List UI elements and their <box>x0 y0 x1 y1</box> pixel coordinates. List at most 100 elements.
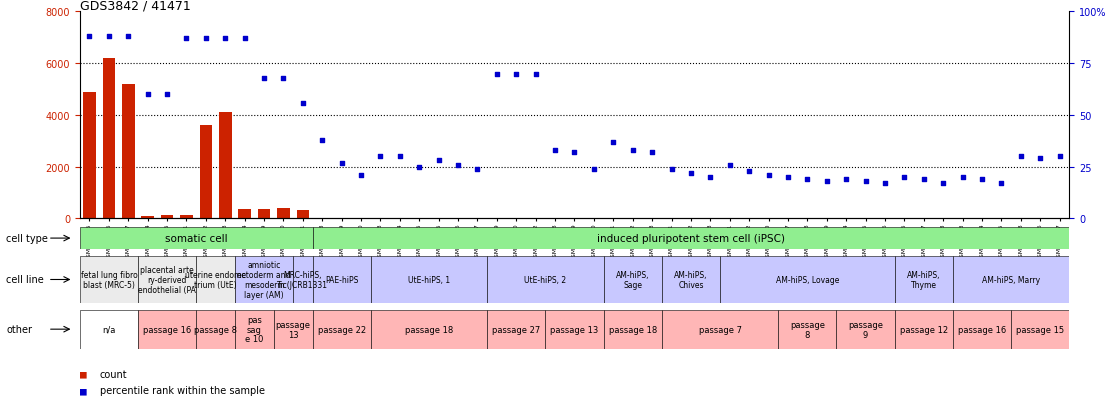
Point <box>100 34 117 40</box>
Bar <box>953 256 1069 304</box>
Point <box>410 164 428 171</box>
Bar <box>196 256 235 304</box>
Point <box>177 36 195 43</box>
Point <box>954 174 972 181</box>
Text: passage 8: passage 8 <box>194 325 237 334</box>
Text: passage 16: passage 16 <box>957 325 1006 334</box>
Bar <box>196 310 235 349</box>
Point <box>1050 154 1068 160</box>
Text: AM-hiPS, Marry: AM-hiPS, Marry <box>982 275 1040 284</box>
Bar <box>837 310 894 349</box>
Text: ■: ■ <box>80 369 86 379</box>
Text: passage
9: passage 9 <box>848 320 883 339</box>
Point <box>314 137 331 144</box>
Bar <box>235 256 294 304</box>
Text: AM-hiPS,
Sage: AM-hiPS, Sage <box>616 271 649 289</box>
Bar <box>312 310 371 349</box>
Point <box>236 36 254 43</box>
Text: passage 18: passage 18 <box>608 325 657 334</box>
Bar <box>199 126 213 219</box>
Text: other: other <box>7 324 32 335</box>
Point <box>352 172 370 179</box>
Bar <box>161 216 173 219</box>
Point <box>644 150 661 156</box>
Point <box>138 92 156 98</box>
Bar <box>219 113 232 219</box>
Point <box>585 166 603 173</box>
Point <box>546 147 564 154</box>
Text: pas
sag
e 10: pas sag e 10 <box>245 315 264 344</box>
Point <box>158 92 176 98</box>
Text: passage 12: passage 12 <box>900 325 947 334</box>
Point <box>683 170 700 177</box>
Point <box>818 178 835 185</box>
Bar <box>235 310 274 349</box>
Point <box>799 176 817 183</box>
Point <box>701 174 719 181</box>
Point <box>721 162 739 169</box>
Point <box>197 36 215 43</box>
Bar <box>894 256 953 304</box>
Bar <box>138 310 196 349</box>
Text: ■: ■ <box>80 385 86 395</box>
Point <box>740 168 758 175</box>
Text: amniotic
ectoderm and
mesoderm
layer (AM): amniotic ectoderm and mesoderm layer (AM… <box>237 261 290 299</box>
Point <box>566 150 584 156</box>
Point <box>838 176 855 183</box>
Bar <box>778 310 837 349</box>
Point <box>605 139 623 146</box>
Bar <box>297 211 309 219</box>
Bar <box>142 216 154 219</box>
Bar <box>661 310 778 349</box>
Bar <box>953 310 1010 349</box>
Bar <box>80 310 138 349</box>
Text: passage
13: passage 13 <box>276 320 310 339</box>
Point <box>624 147 642 154</box>
Point <box>526 71 544 78</box>
Text: AM-hiPS, Lovage: AM-hiPS, Lovage <box>776 275 839 284</box>
Bar <box>312 256 371 304</box>
Point <box>332 160 350 166</box>
Point <box>294 100 311 107</box>
Text: fetal lung fibro
blast (MRC-5): fetal lung fibro blast (MRC-5) <box>81 271 137 289</box>
Text: induced pluripotent stem cell (iPSC): induced pluripotent stem cell (iPSC) <box>597 233 784 244</box>
Point <box>488 71 505 78</box>
Bar <box>258 209 270 219</box>
Point <box>663 166 680 173</box>
Bar <box>294 256 312 304</box>
Point <box>371 154 389 160</box>
Bar <box>80 256 138 304</box>
Text: passage 18: passage 18 <box>404 325 453 334</box>
Text: passage 27: passage 27 <box>492 325 541 334</box>
Text: uterine endome
trium (UtE): uterine endome trium (UtE) <box>185 271 246 289</box>
Point <box>216 36 234 43</box>
Bar <box>312 227 1069 250</box>
Bar <box>83 93 95 219</box>
Bar <box>181 216 193 219</box>
Bar <box>720 256 894 304</box>
Bar <box>488 310 545 349</box>
Point <box>507 71 525 78</box>
Point <box>934 180 952 187</box>
Point <box>993 180 1010 187</box>
Point <box>973 176 991 183</box>
Point <box>856 178 874 185</box>
Bar <box>277 209 290 219</box>
Bar <box>371 256 488 304</box>
Text: passage
8: passage 8 <box>790 320 824 339</box>
Text: n/a: n/a <box>102 325 115 334</box>
Bar <box>274 310 312 349</box>
Text: passage 7: passage 7 <box>698 325 741 334</box>
Point <box>760 172 778 179</box>
Bar <box>238 209 252 219</box>
Point <box>391 154 409 160</box>
Text: somatic cell: somatic cell <box>165 233 227 244</box>
Text: passage 22: passage 22 <box>318 325 366 334</box>
Point <box>449 162 466 169</box>
Bar <box>488 256 604 304</box>
Bar <box>103 59 115 219</box>
Text: MRC-hiPS,
Tic(JCRB1331: MRC-hiPS, Tic(JCRB1331 <box>277 271 328 289</box>
Point <box>81 34 99 40</box>
Bar <box>122 85 134 219</box>
Point <box>876 180 894 187</box>
